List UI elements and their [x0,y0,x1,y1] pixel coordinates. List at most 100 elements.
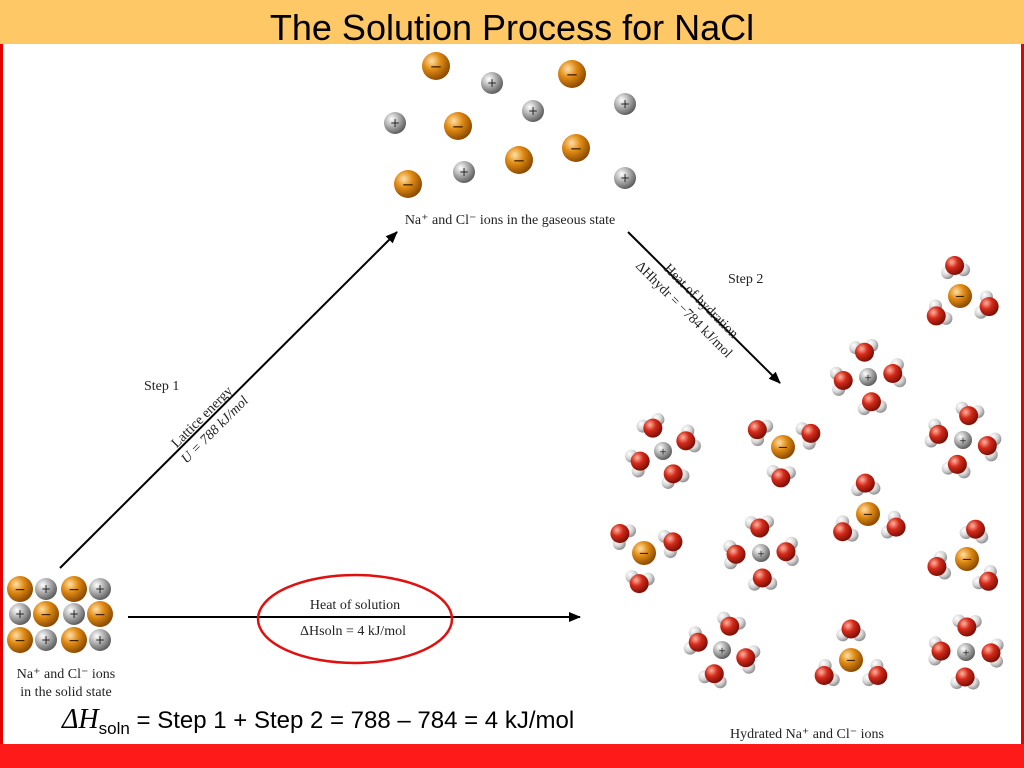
cation-sign: + [95,582,105,596]
oxygen-atom [855,473,875,493]
oxygen-atom [776,542,796,562]
anion-sign: − [14,582,26,598]
oxygen-atom [977,436,997,456]
chloride-ion [61,627,87,653]
cation-sign: + [718,646,726,656]
cation-sign: + [41,633,51,647]
oxygen-atom [861,392,881,412]
equation-rhs: = Step 1 + Step 2 = 788 – 784 = 4 kJ/mol [136,707,575,734]
anion-sign: − [570,139,583,157]
anion-sign: − [962,553,973,568]
chloride-ion [505,146,533,174]
oxygen-atom [750,518,770,538]
solid-label-line1: Na⁺ and Cl⁻ ions [17,667,115,682]
chloride-ion [562,134,590,162]
chloride-ion [33,601,59,627]
anion-sign: − [566,65,579,83]
step1-label: Step 1 [144,379,179,394]
anion-sign: − [14,633,26,649]
oxygen-atom [926,306,946,326]
cation-sign: + [962,648,970,658]
sodium-ion [522,100,544,122]
sodium-ion [859,368,877,386]
equation-symbol: ΔH [62,704,99,735]
sodium-ion [453,161,475,183]
anion-sign: − [68,633,80,649]
step2-label: Step 2 [728,272,763,287]
cation-sign: + [864,373,872,383]
oxygen-atom [663,532,683,552]
sodium-ion [614,167,636,189]
oxygen-atom [630,451,650,471]
solid-lattice-cluster: − + − ++ − + −− + − + [7,576,113,653]
sodium-ion [654,442,672,460]
chloride-ion [422,52,450,80]
title-bar [0,0,1024,44]
oxygen-atom [957,617,977,637]
chloride-ion [771,435,795,459]
oxygen-atom [841,619,861,639]
footer-bar [0,744,1024,768]
enthalpy-equation: ΔHsoln = Step 1 + Step 2 = 788 – 784 = 4… [62,700,574,749]
anion-sign: − [452,117,465,135]
chloride-ion [955,547,979,571]
oxygen-atom [855,342,875,362]
oxygen-atom [752,568,772,588]
sodium-ion [752,544,770,562]
oxygen-atom [979,297,999,317]
oxygen-atom [947,454,967,474]
oxygen-atom [629,574,649,594]
oxygen-atom [833,370,853,390]
gaseous-label: Na⁺ and Cl⁻ ions in the gaseous state [405,213,615,228]
chloride-ion [61,576,87,602]
anion-sign: − [639,547,650,562]
gaseous-ions-cluster: − + − + + − + − − + − + [384,52,636,198]
sodium-ion [614,93,636,115]
oxygen-atom [610,523,630,543]
chloride-ion [7,576,33,602]
chloride-ion [558,60,586,88]
cation-sign: + [487,76,497,90]
sodium-ion [384,112,406,134]
sodium-ion [954,431,972,449]
oxygen-atom [747,420,767,440]
oxygen-atom [801,423,821,443]
chloride-ion [7,627,33,653]
equation-subscript: soln [98,718,130,738]
hydrated-label: Hydrated Na⁺ and Cl⁻ ions [730,727,884,742]
cation-sign: + [69,607,79,621]
step2-arrow [627,231,781,384]
heat-of-solution-label: Heat of solution [310,598,400,613]
cation-sign: + [659,447,667,457]
oxygen-atom [663,464,683,484]
oxygen-atom [833,522,853,542]
sodium-ion [713,641,731,659]
right-border [1021,44,1024,744]
solid-label-line2: in the solid state [20,685,111,700]
oxygen-atom [676,431,696,451]
step1-arrow [59,231,398,569]
cation-sign: + [15,607,25,621]
chloride-ion [948,284,972,308]
anion-sign: − [846,654,857,669]
oxygen-atom [868,666,888,685]
oxygen-atom [814,666,834,685]
sodium-ion [9,603,31,625]
oxygen-atom [981,643,1001,663]
anion-sign: − [94,607,106,623]
oxygen-atom [945,255,965,275]
anion-sign: − [955,290,966,305]
slide-title: The Solution Process for NaCl [269,7,755,48]
cation-sign: + [528,104,538,118]
sodium-ion [89,629,111,651]
sodium-ion [63,603,85,625]
sodium-ion [35,629,57,651]
oxygen-atom [959,406,979,426]
cation-sign: + [459,165,469,179]
cation-sign: + [620,97,630,111]
oxygen-atom [931,641,951,661]
hydrated-ions-cluster: − + − + + − + − − + − + [610,255,1004,690]
chloride-ion [87,601,113,627]
left-border [0,44,3,744]
sodium-ion [35,578,57,600]
